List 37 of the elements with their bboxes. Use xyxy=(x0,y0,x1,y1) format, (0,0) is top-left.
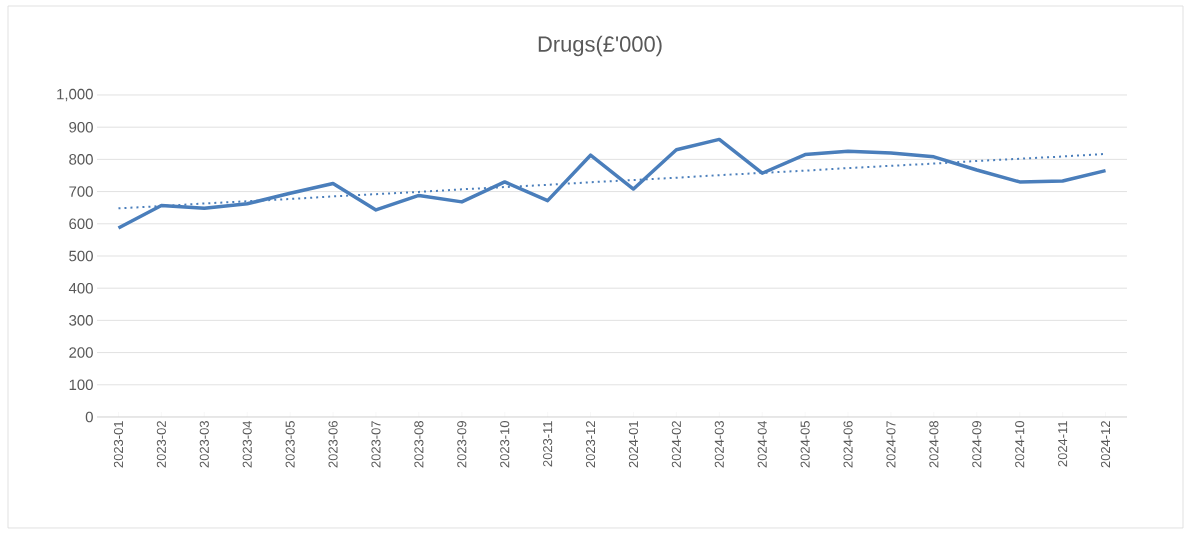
x-tick-label: 2023-03 xyxy=(199,421,209,468)
x-tick-label: 2024-02 xyxy=(671,421,681,468)
x-tick-label: 2024-10 xyxy=(1015,421,1025,468)
x-tick-label: 2024-07 xyxy=(886,421,896,468)
x-tick-label: 2023-10 xyxy=(500,421,510,468)
x-tick-label: 2024-06 xyxy=(843,421,853,468)
x-tick-label: 2024-04 xyxy=(757,420,767,468)
x-tick-label: 2023-09 xyxy=(457,421,467,468)
x-tick-label: 2024-08 xyxy=(929,421,939,468)
y-tick-label: 800 xyxy=(69,154,93,165)
line-series xyxy=(116,137,1108,230)
y-tick-label: 100 xyxy=(69,379,93,391)
x-tick-label: 2024-01 xyxy=(628,421,639,468)
y-tick-label: 700 xyxy=(69,186,93,197)
x-tick-label: 2024-12 xyxy=(1100,421,1111,468)
x-tick-label: 2023-11 xyxy=(543,421,553,467)
y-tick-label: 200 xyxy=(69,347,93,358)
y-tick-label: 900 xyxy=(69,121,93,133)
x-tick-label: 2023-08 xyxy=(414,421,424,468)
x-tick-label: 2023-01 xyxy=(113,421,124,468)
x-tick-label: 2024-03 xyxy=(714,421,724,468)
x-tick-label: 2024-09 xyxy=(972,421,982,468)
x-tick-label: 2023-04 xyxy=(242,420,252,468)
y-tick-label: 300 xyxy=(69,315,93,326)
x-tick-label: 2024-11 xyxy=(1058,421,1068,467)
y-tick-label: 600 xyxy=(69,218,93,230)
x-tick-label: 2023-06 xyxy=(328,421,338,468)
x-tick-label: 2023-07 xyxy=(371,421,381,468)
y-tick-label: 400 xyxy=(68,282,93,294)
x-tick-label: 2023-05 xyxy=(285,421,295,468)
y-tick-label: 0 xyxy=(85,411,93,423)
y-tick-label: 500 xyxy=(69,250,93,262)
y-tick-label: 1,000 xyxy=(57,88,93,102)
x-tick-label: 2023-02 xyxy=(156,421,166,468)
x-tick-label: 2023-12 xyxy=(585,421,596,468)
chart-title: Drugs(£'000) xyxy=(538,35,662,57)
x-tick-label: 2024-05 xyxy=(800,421,810,468)
